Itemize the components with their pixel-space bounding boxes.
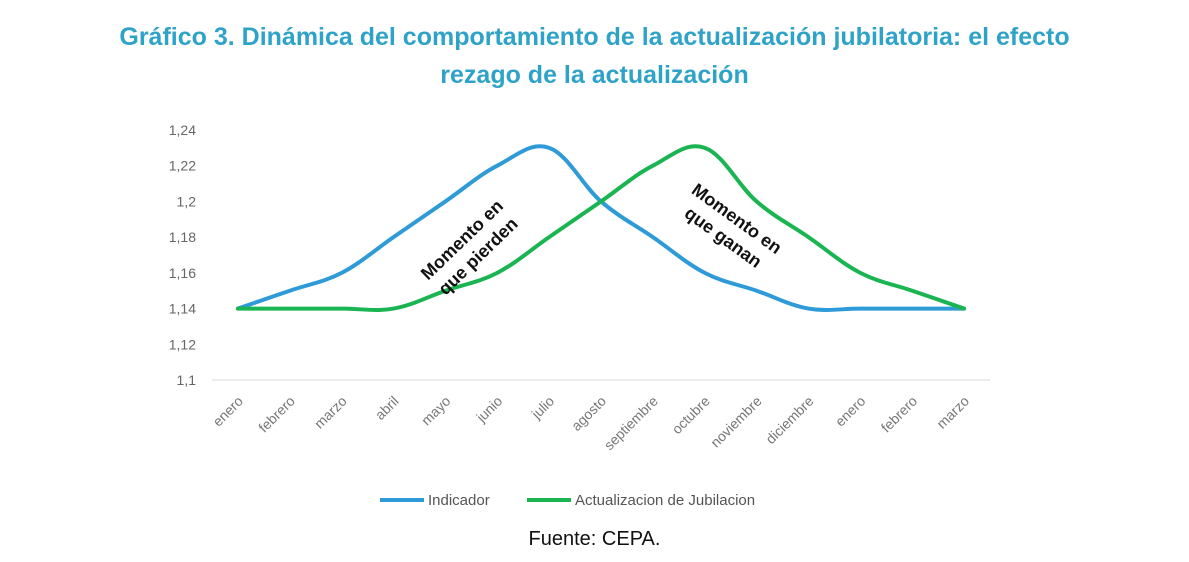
y-tick-label: 1,22 — [169, 158, 196, 174]
legend-label: Actualizacion de Jubilacion — [575, 492, 755, 509]
x-tick-label: enero — [832, 393, 869, 430]
series-line-indicador — [235, 144, 967, 312]
y-tick-label: 1,12 — [169, 336, 196, 352]
x-tick-label: abril — [372, 393, 402, 423]
y-tick-label: 1,1 — [177, 372, 197, 388]
x-tick-label: febrero — [255, 393, 298, 436]
chart-title-line-2: rezago de la actualización — [440, 61, 749, 89]
x-tick-label: enero — [209, 393, 246, 430]
x-tick-label: marzo — [311, 393, 350, 432]
series-line-jubilacion — [235, 144, 967, 312]
source-note: Fuente: CEPA. — [528, 528, 661, 550]
y-tick-label: 1,18 — [169, 229, 196, 245]
chart-title: Gráfico 3. Dinámica del comportamiento d… — [0, 18, 1189, 94]
x-tick-label: mayo — [418, 393, 454, 429]
y-tick-label: 1,16 — [169, 265, 196, 281]
chart-title-line-1: Gráfico 3. Dinámica del comportamiento d… — [119, 23, 1070, 51]
x-tick-label: noviembre — [707, 393, 765, 451]
y-axis-ticks: 1,1 1,12 1,14 1,16 1,18 1,2 1,22 1,24 — [169, 122, 196, 388]
legend-item-jubilacion: Actualizacion de Jubilacion — [527, 492, 755, 509]
x-tick-label: diciembre — [762, 393, 816, 447]
x-tick-label: junio — [472, 393, 505, 426]
series-lines — [235, 144, 967, 312]
legend-label: Indicador — [428, 492, 490, 509]
x-tick-label: octubre — [669, 393, 713, 437]
y-tick-label: 1,14 — [169, 301, 196, 317]
y-tick-label: 1,2 — [177, 193, 197, 209]
x-tick-label: julio — [528, 393, 558, 423]
x-tick-label: marzo — [933, 393, 972, 432]
legend: Indicador Actualizacion de Jubilacion — [380, 492, 755, 509]
y-tick-label: 1,24 — [169, 122, 196, 138]
x-axis-ticks: enero febrero marzo abril mayo junio julio agos… — [209, 393, 972, 453]
x-tick-label: septiembre — [601, 393, 661, 453]
x-tick-label: febrero — [878, 393, 921, 436]
x-tick-label: agosto — [568, 393, 609, 434]
legend-item-indicador: Indicador — [380, 492, 490, 509]
